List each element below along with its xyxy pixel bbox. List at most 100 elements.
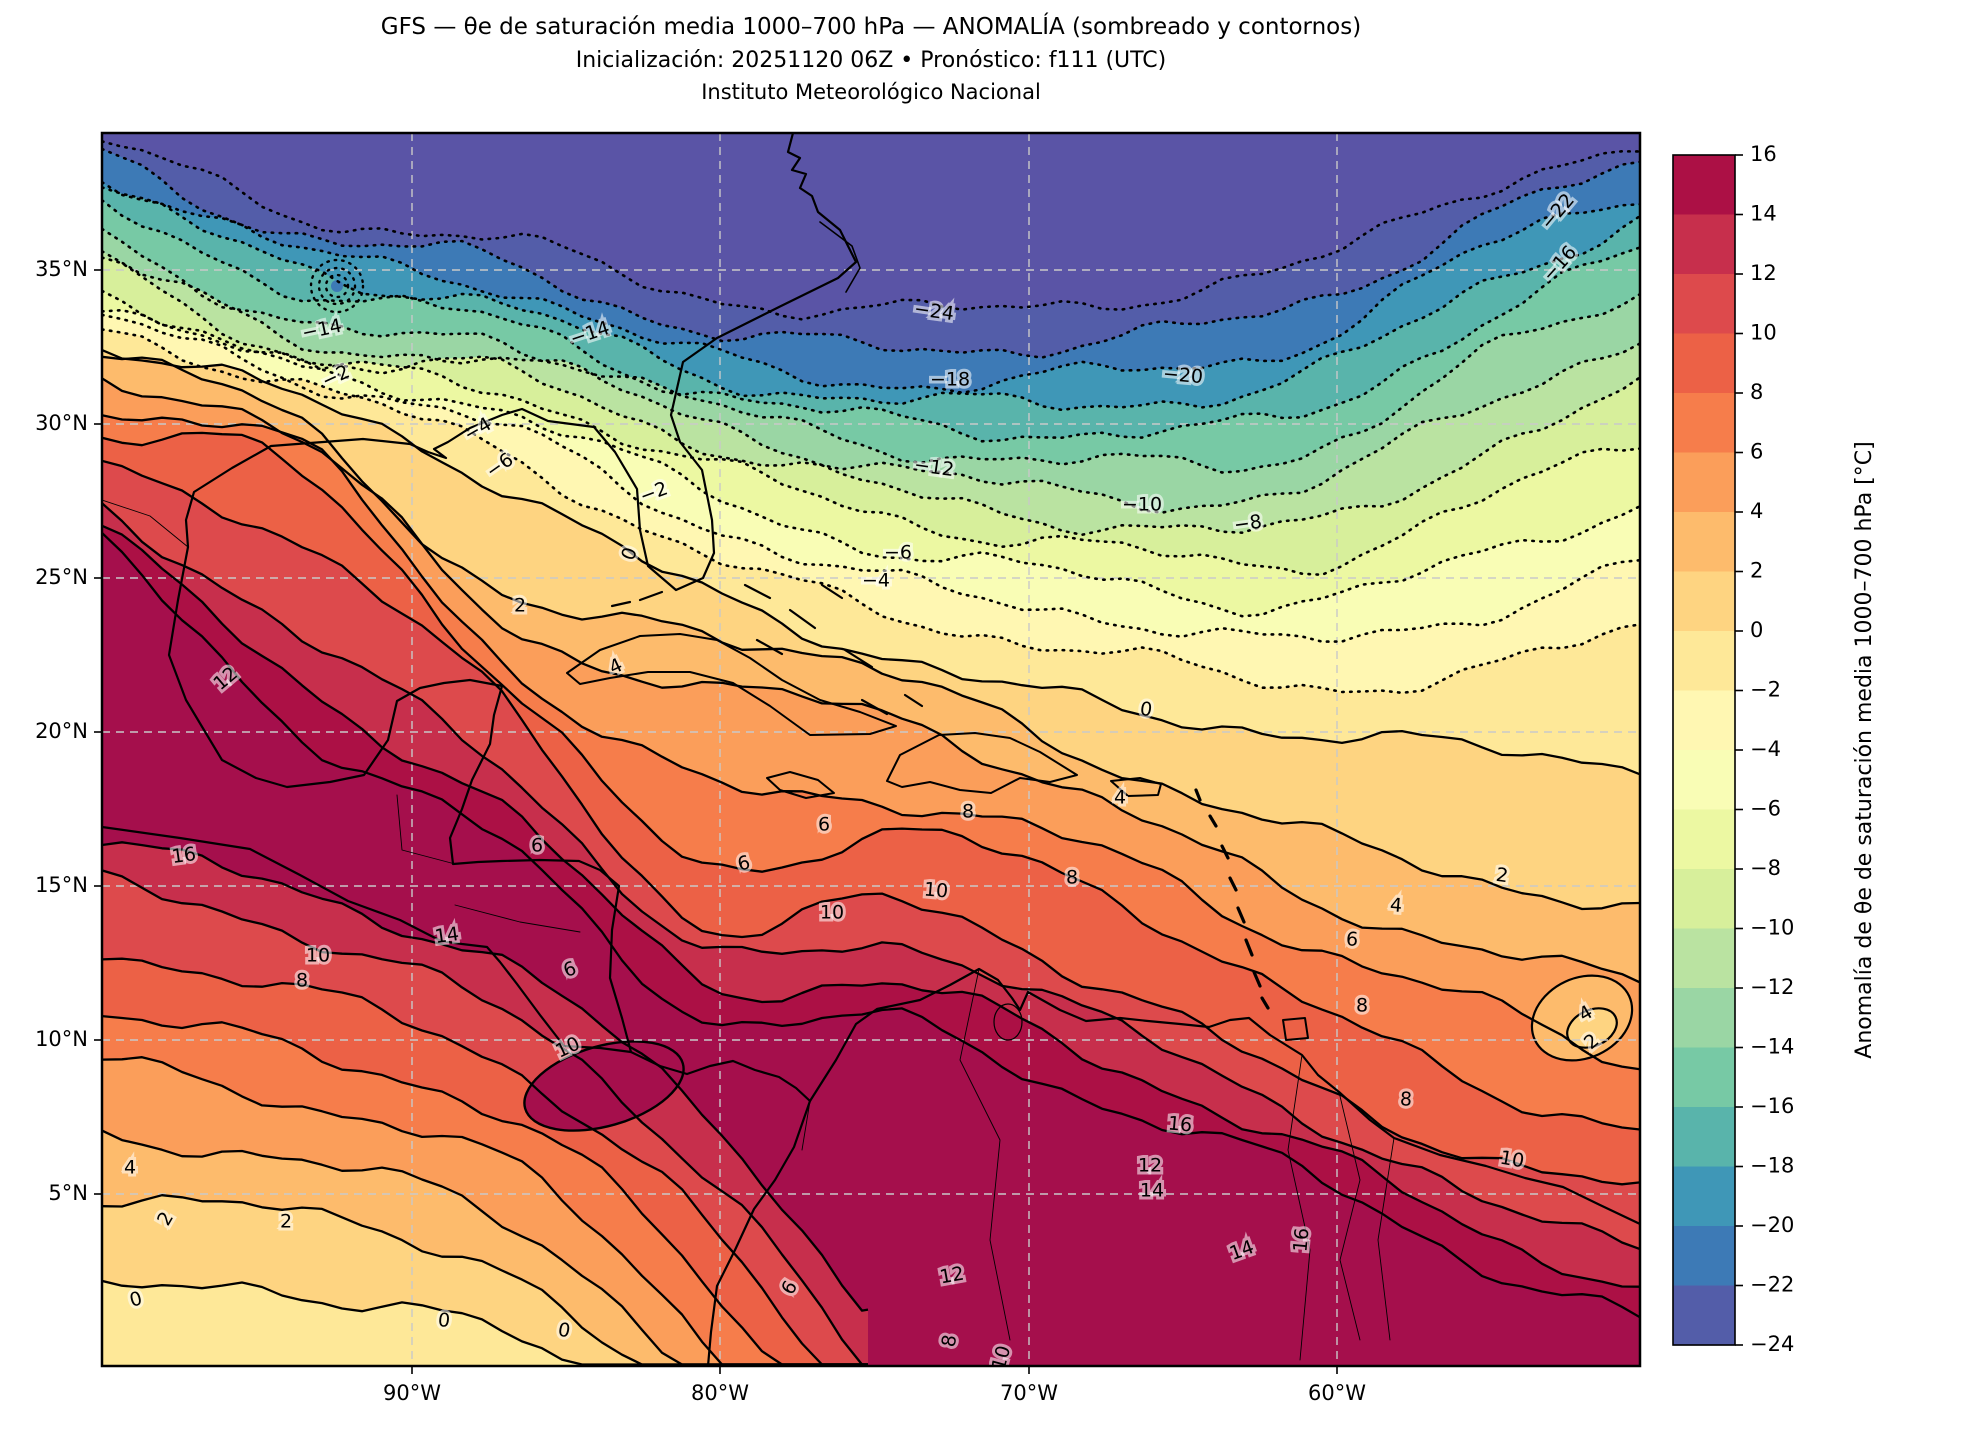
contour-label: −8 [1233,511,1264,537]
contour-label: 10 [1498,1147,1526,1173]
colorbar-tick-label: −14 [1750,1035,1794,1059]
contour-positive [102,502,1640,1251]
colorbar-segment [1673,393,1735,454]
contour-label: 16 [1289,1227,1313,1253]
x-tick-label: 60°W [1308,1381,1366,1405]
contour-label: −18 [930,369,970,391]
coastline-puerto-rico [1110,777,1162,797]
closed-low-ring [309,258,365,314]
island-bahamas [843,648,874,669]
colorbar-tick-label: −16 [1750,1094,1794,1118]
y-tick-label: 10°N [35,1027,88,1051]
contour-negative [102,199,1640,443]
island-bahamas [743,583,772,600]
contour-label: 12 [938,1263,966,1289]
colorbar-label: Anomalía de θe de saturación media 1000–… [1852,441,1877,1058]
contour-positive [102,355,1640,911]
chart-subtitle: Inicialización: 20251120 06Z • Pronóstic… [575,48,1167,73]
contour-label: 8 [962,801,974,823]
colorbar-segment [1673,988,1735,1049]
x-tick-label: 90°W [383,1381,441,1405]
colorbar-tick-label: −8 [1750,856,1781,880]
colorbar-segment [1673,214,1735,275]
contour-positive-south [102,1279,868,1366]
contour-positive-south [102,841,869,1312]
contour-label: 6 [531,835,543,857]
closed-low-ring [324,273,350,299]
y-tick-label: 5°N [48,1181,88,1205]
colorbar-segment [1673,631,1735,692]
colorbar-segment [1673,452,1735,513]
colorbar-tick-label: −20 [1750,1213,1794,1237]
border-line [1377,1137,1395,1341]
colorbar-tick-label: −12 [1750,975,1794,999]
contour-label: 10 [306,945,330,967]
y-tick-label: 20°N [35,719,88,743]
island-antilles [1252,970,1262,988]
contour-negative [102,140,1640,321]
contour-positive [102,348,1640,776]
contour-positive [102,414,1640,1071]
island-bahamas [788,608,817,630]
colorbar-segment [1673,155,1735,216]
contour-label: 8 [1066,867,1078,889]
contour-label: 2 [280,1211,292,1233]
contour-positive [102,377,1640,984]
contour-positive [102,431,1640,1131]
island-antilles [1236,906,1246,924]
colorbar-tick-label: −2 [1750,678,1781,702]
colorbar-tick-label: 4 [1750,499,1763,523]
contour-negative [102,147,1640,359]
island-antilles [1244,938,1254,957]
colorbar-tick-label: 14 [1750,202,1777,226]
border-line [396,794,456,865]
contour-label: 10 [820,902,844,924]
coastline-mainland [167,133,1640,1226]
border-line [1287,1054,1311,1361]
contour-negative [102,250,1640,515]
coastline-pacific-south [706,1099,812,1366]
chart-institution: Instituto Meteorológico Nacional [701,80,1041,104]
colorbar-segment [1673,869,1735,930]
contour-positive [102,532,1640,1319]
lake-maracaibo [993,1003,1023,1041]
colorbar-segment [1673,571,1735,632]
contour-label: 16 [170,843,197,868]
colorbar-tick-label: 2 [1750,559,1763,583]
island-antilles [1260,996,1270,1010]
colorbar-tick-label: 8 [1750,380,1763,404]
contour-label: 6 [818,814,830,836]
contour-negative [102,289,1640,577]
contour-label: −20 [1162,363,1204,388]
contour-negative [102,186,1640,412]
colorbar-segment [1673,928,1735,989]
colorbar-segment [1673,1226,1735,1287]
border-line [1338,1091,1361,1341]
contour-label: 4 [124,1157,136,1179]
border-line [959,968,1011,1341]
closed-low-ring [317,266,357,306]
contour-negative [102,313,1640,643]
contour-label: 12 [1138,1155,1162,1177]
colorbar-tick-label: 6 [1750,440,1763,464]
contour-label: 14 [433,923,460,948]
colorbar-segment [1673,1285,1735,1346]
coastline-cuba [566,633,897,736]
border-line [801,1100,811,1151]
island-bahamas [903,693,924,708]
border-line [102,499,189,548]
colorbar-tick-label: −4 [1750,737,1781,761]
colorbar-segment [1673,750,1735,811]
contour-label: −6 [884,542,912,564]
island-antilles [1228,876,1238,892]
contour-label: 16 [1167,1112,1193,1136]
coastline-trinidad [1282,1017,1309,1041]
colorbar-tick-label: 10 [1750,321,1777,345]
contour-label: −4 [862,570,890,592]
colorbar-tick-label: −10 [1750,916,1794,940]
contour-label: 8 [296,970,308,992]
contour-negative [102,180,1640,395]
colorbar-tick-label: 12 [1750,261,1777,285]
y-tick-label: 25°N [35,565,88,589]
contour-label: 4 [1389,894,1403,917]
